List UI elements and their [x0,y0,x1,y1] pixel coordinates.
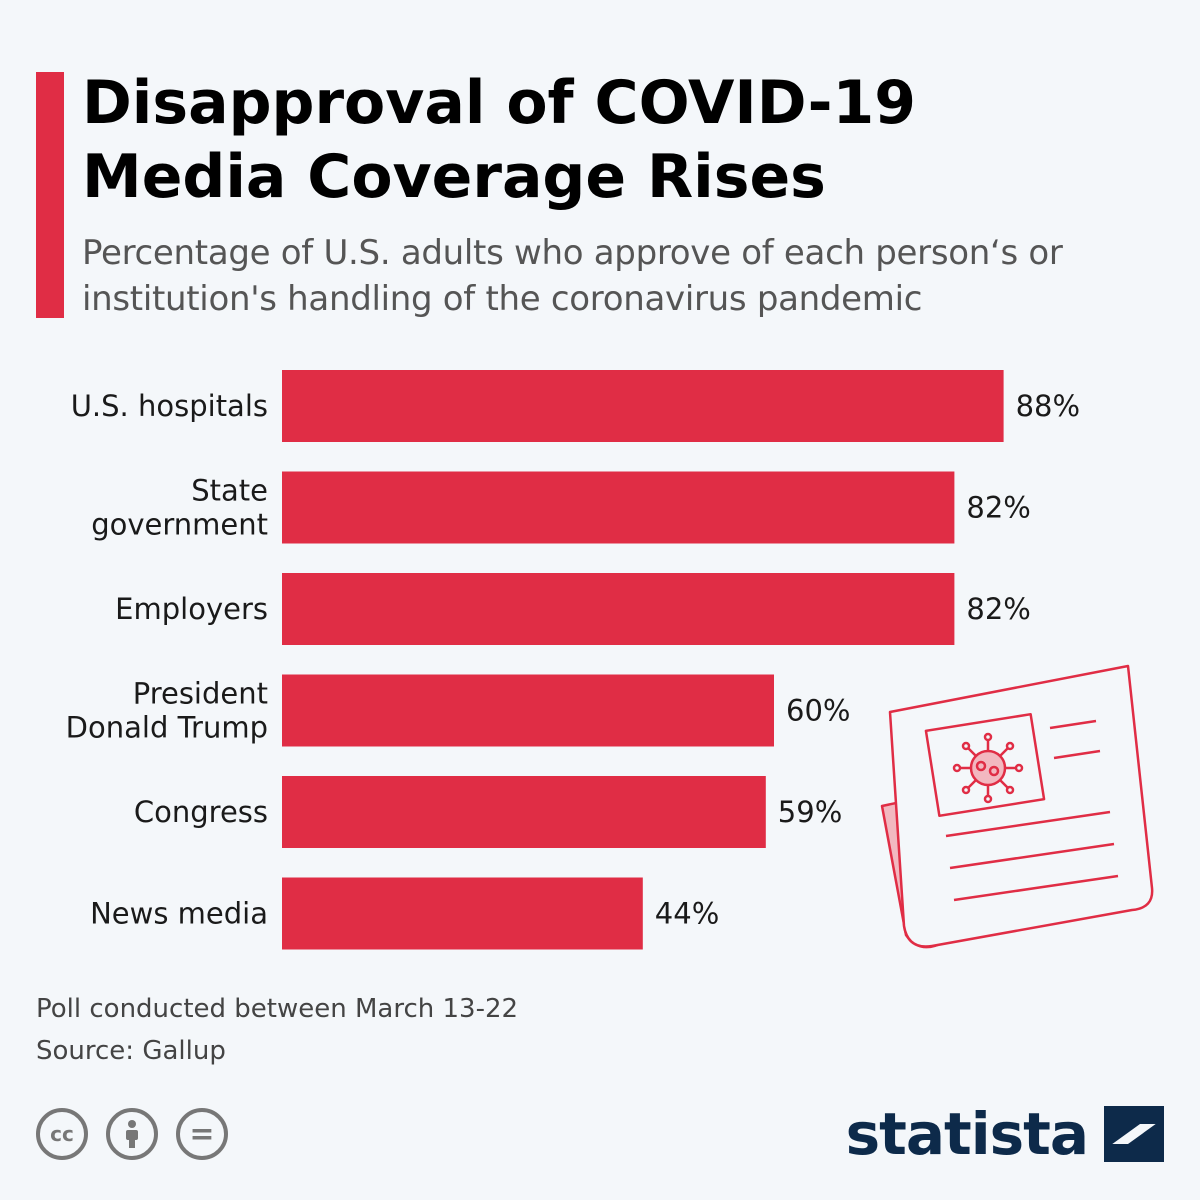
category-label-1: State government [91,474,268,542]
category-label-5-line-0: News media [90,897,268,931]
bar-2 [282,573,955,645]
chart-title: Disapproval of COVID-19 Media Coverage R… [82,66,1162,214]
brand-name: statista [845,1100,1089,1168]
newspaper-virus-icon [880,664,1154,949]
attribution-icon[interactable] [106,1108,158,1160]
poll-note: Poll conducted between March 13-22 [36,994,519,1024]
bar-chart: 88% U.S. hospitals 82% State government 82% Em… [66,370,1080,950]
value-label-1: 82% [966,491,1030,525]
source-note: Source: Gallup [36,1036,226,1066]
statista-logo-icon [1104,1106,1164,1162]
cc-glyph: cc [50,1122,74,1146]
chart-title-line-2: Media Coverage Rises [82,142,826,212]
license-icons: cc = [36,1108,228,1160]
value-label-5: 44% [655,897,719,931]
chart-title-line-1: Disapproval of COVID-19 [82,68,917,138]
bar-1 [282,471,955,544]
category-label-2: Employers [115,592,268,626]
bar-3 [282,674,774,747]
statista-brand[interactable]: statista [846,1100,1164,1168]
value-label-4: 59% [778,795,842,829]
accent-bar [36,72,64,318]
category-label-3: President Donald Trump [66,677,268,745]
chart-subtitle-line-1: Percentage of U.S. adults who approve of… [82,233,1063,273]
category-label-3-line-0: President [133,677,268,711]
category-label-0: U.S. hospitals [71,389,268,423]
category-label-0-line-0: U.S. hospitals [71,389,268,423]
category-label-4: Congress [134,795,268,829]
chart-subtitle: Percentage of U.S. adults who approve of… [82,230,1172,322]
person-icon [126,1120,138,1148]
bar-4 [282,776,766,848]
chart-subtitle-line-2: institution's handling of the coronaviru… [82,279,923,319]
category-label-4-line-0: Congress [134,795,268,829]
category-label-2-line-0: Employers [115,592,268,626]
category-label-1-line-0: State [191,474,268,508]
category-label-1-line-1: government [91,508,268,542]
bar-5 [282,877,643,950]
footer: Poll conducted between March 13-22 Sourc… [36,988,518,1072]
no-derivatives-icon[interactable]: = [176,1108,228,1160]
cc-icon[interactable]: cc [36,1108,88,1160]
bar-0 [282,370,1004,442]
category-label-5: News media [90,897,268,931]
value-label-0: 88% [1016,389,1080,423]
nd-glyph: = [189,1116,215,1152]
value-label-3: 60% [786,694,850,728]
value-label-2: 82% [966,592,1030,626]
category-label-3-line-1: Donald Trump [66,711,268,745]
